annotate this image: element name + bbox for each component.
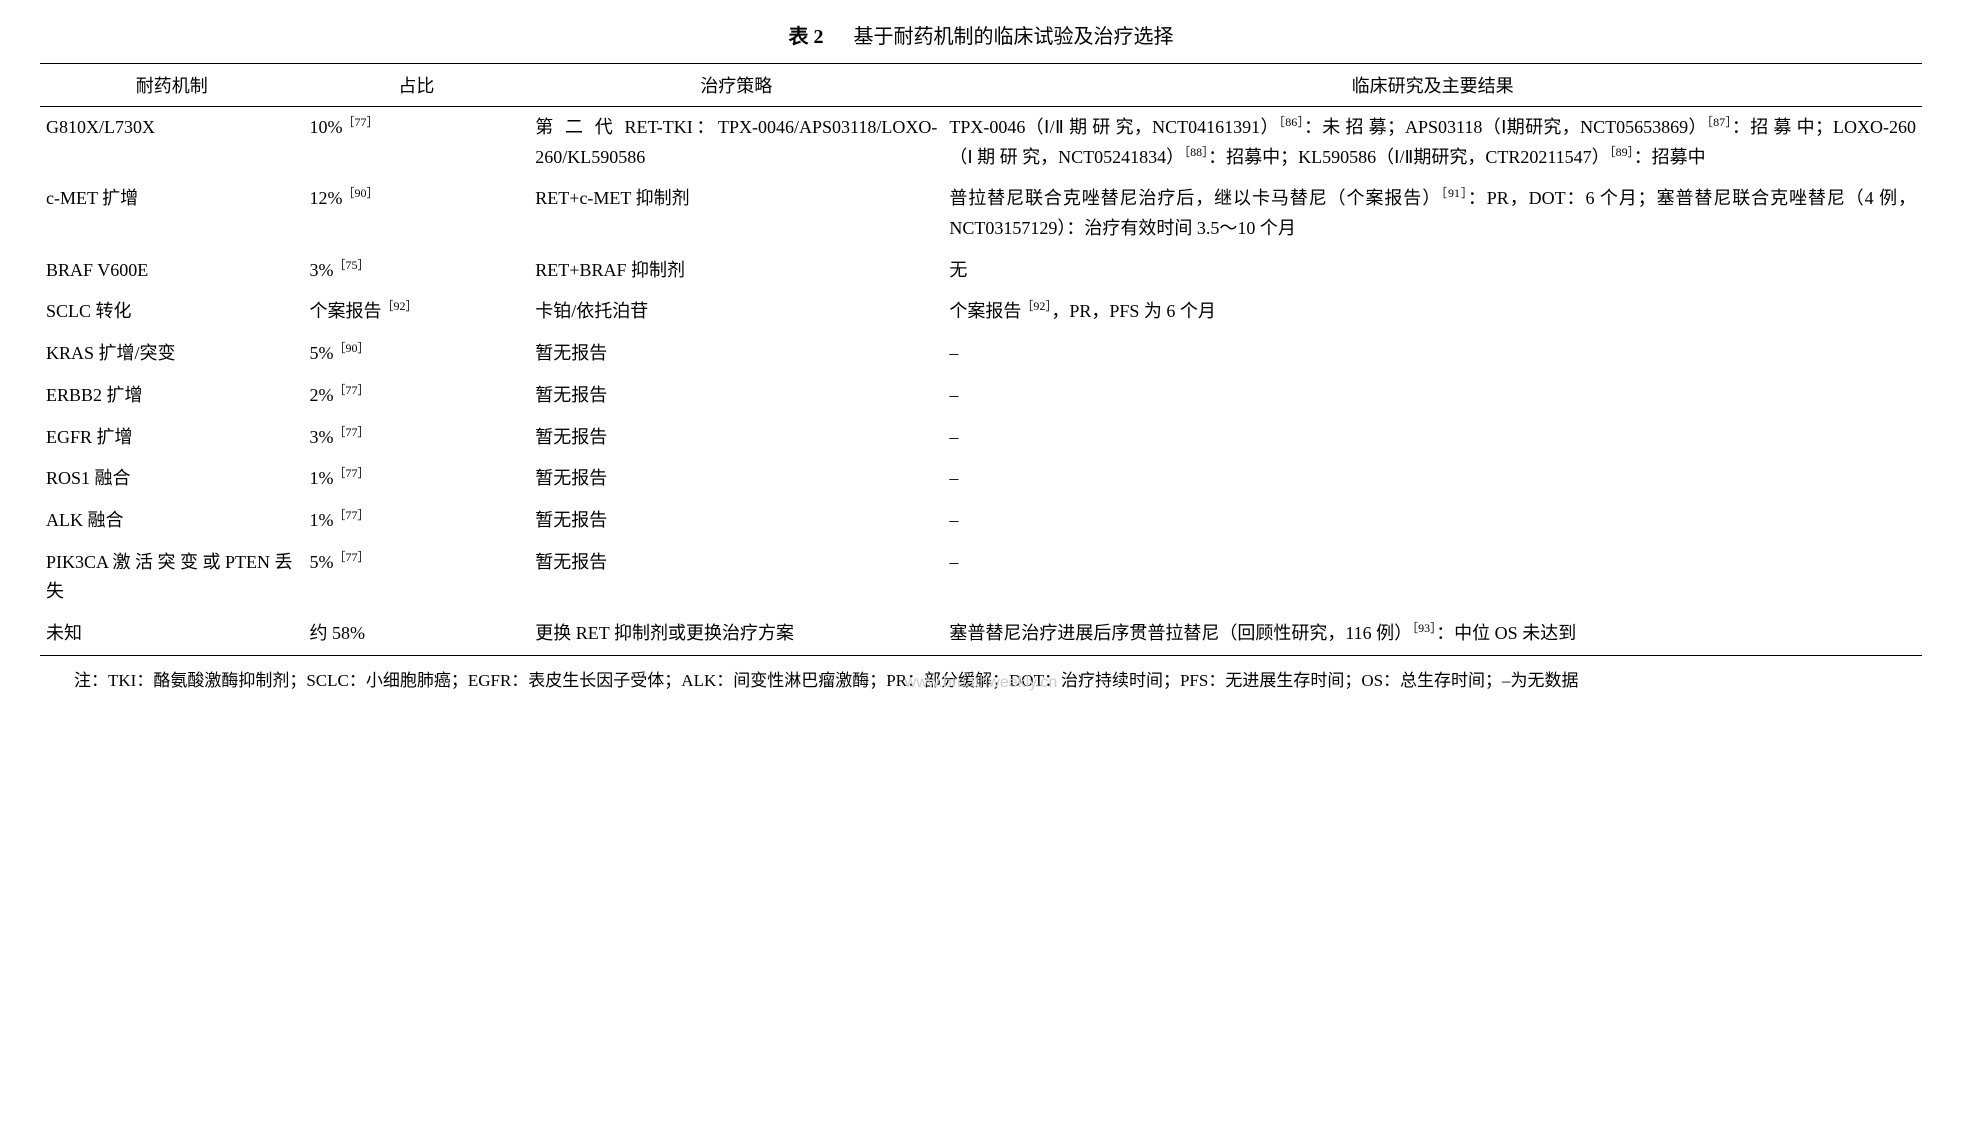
table-cell: ERBB2 扩增: [40, 375, 303, 417]
table-cell: 卡铂/依托泊苷: [529, 291, 943, 333]
table-cell: 2%［77］: [303, 375, 529, 417]
table-cell: TPX-0046（Ⅰ/Ⅱ 期 研 究，NCT04161391）［86］：未 招 …: [943, 107, 1922, 179]
table-cell: 普拉替尼联合克唑替尼治疗后，继以卡马替尼（个案报告）［91］：PR，DOT：6 …: [943, 178, 1922, 249]
table-row: ERBB2 扩增2%［77］暂无报告–: [40, 375, 1922, 417]
table-cell: ALK 融合: [40, 500, 303, 542]
table-cell: 塞普替尼治疗进展后序贯普拉替尼（回顾性研究，116 例）［93］：中位 OS 未…: [943, 613, 1922, 655]
table-header-row: 耐药机制 占比 治疗策略 临床研究及主要结果: [40, 64, 1922, 107]
table-row: PIK3CA 激 活 突 变 或 PTEN 丢失5%［77］暂无报告–: [40, 542, 1922, 613]
table-cell: –: [943, 417, 1922, 459]
table-cell: 暂无报告: [529, 375, 943, 417]
col-header-1: 占比: [303, 64, 529, 107]
table-cell: –: [943, 542, 1922, 613]
table-row: EGFR 扩增3%［77］暂无报告–: [40, 417, 1922, 459]
table-cell: 暂无报告: [529, 542, 943, 613]
table-cell: PIK3CA 激 活 突 变 或 PTEN 丢失: [40, 542, 303, 613]
table-cell: ROS1 融合: [40, 458, 303, 500]
table-cell: 第 二 代 RET-TKI：TPX-0046/APS03118/LOXO-260…: [529, 107, 943, 179]
table-cell: SCLC 转化: [40, 291, 303, 333]
table-cell: RET+BRAF 抑制剂: [529, 250, 943, 292]
table-cell: –: [943, 375, 1922, 417]
col-header-3: 临床研究及主要结果: [943, 64, 1922, 107]
table-cell: 暂无报告: [529, 417, 943, 459]
table-cell: 3%［77］: [303, 417, 529, 459]
title-text: 基于耐药机制的临床试验及治疗选择: [854, 26, 1174, 48]
table-title: 表 2 基于耐药机制的临床试验及治疗选择: [40, 20, 1922, 49]
table-cell: 未知: [40, 613, 303, 655]
table-cell: 12%［90］: [303, 178, 529, 249]
col-header-0: 耐药机制: [40, 64, 303, 107]
title-prefix: 表 2: [789, 26, 824, 48]
table-cell: 暂无报告: [529, 458, 943, 500]
table-cell: EGFR 扩增: [40, 417, 303, 459]
table-cell: 1%［77］: [303, 458, 529, 500]
table-cell: c-MET 扩增: [40, 178, 303, 249]
table-cell: –: [943, 500, 1922, 542]
table-row: ALK 融合1%［77］暂无报告–: [40, 500, 1922, 542]
table-cell: 更换 RET 抑制剂或更换治疗方案: [529, 613, 943, 655]
table-cell: G810X/L730X: [40, 107, 303, 179]
table-cell: RET+c-MET 抑制剂: [529, 178, 943, 249]
table-row: KRAS 扩增/突变5%［90］暂无报告–: [40, 333, 1922, 375]
table-row: SCLC 转化个案报告［92］卡铂/依托泊苷个案报告［92］，PR，PFS 为 …: [40, 291, 1922, 333]
table-cell: 1%［77］: [303, 500, 529, 542]
table-cell: 个案报告［92］，PR，PFS 为 6 个月: [943, 291, 1922, 333]
table-cell: 暂无报告: [529, 333, 943, 375]
table-cell: 个案报告［92］: [303, 291, 529, 333]
table-cell: 3%［75］: [303, 250, 529, 292]
table-cell: 10%［77］: [303, 107, 529, 179]
table-cell: 5%［90］: [303, 333, 529, 375]
table-row: 未知约 58%更换 RET 抑制剂或更换治疗方案塞普替尼治疗进展后序贯普拉替尼（…: [40, 613, 1922, 655]
table-cell: 约 58%: [303, 613, 529, 655]
table-cell: BRAF V600E: [40, 250, 303, 292]
table-cell: KRAS 扩增/突变: [40, 333, 303, 375]
table-row: ROS1 融合1%［77］暂无报告–: [40, 458, 1922, 500]
table-cell: –: [943, 333, 1922, 375]
table-body: G810X/L730X10%［77］第 二 代 RET-TKI：TPX-0046…: [40, 107, 1922, 656]
table-cell: –: [943, 458, 1922, 500]
table-row: BRAF V600E3%［75］RET+BRAF 抑制剂无: [40, 250, 1922, 292]
table-cell: 暂无报告: [529, 500, 943, 542]
table-row: G810X/L730X10%［77］第 二 代 RET-TKI：TPX-0046…: [40, 107, 1922, 179]
data-table: 耐药机制 占比 治疗策略 临床研究及主要结果 G810X/L730X10%［77…: [40, 63, 1922, 656]
table-cell: 5%［77］: [303, 542, 529, 613]
table-cell: 无: [943, 250, 1922, 292]
col-header-2: 治疗策略: [529, 64, 943, 107]
table-row: c-MET 扩增12%［90］RET+c-MET 抑制剂普拉替尼联合克唑替尼治疗…: [40, 178, 1922, 249]
